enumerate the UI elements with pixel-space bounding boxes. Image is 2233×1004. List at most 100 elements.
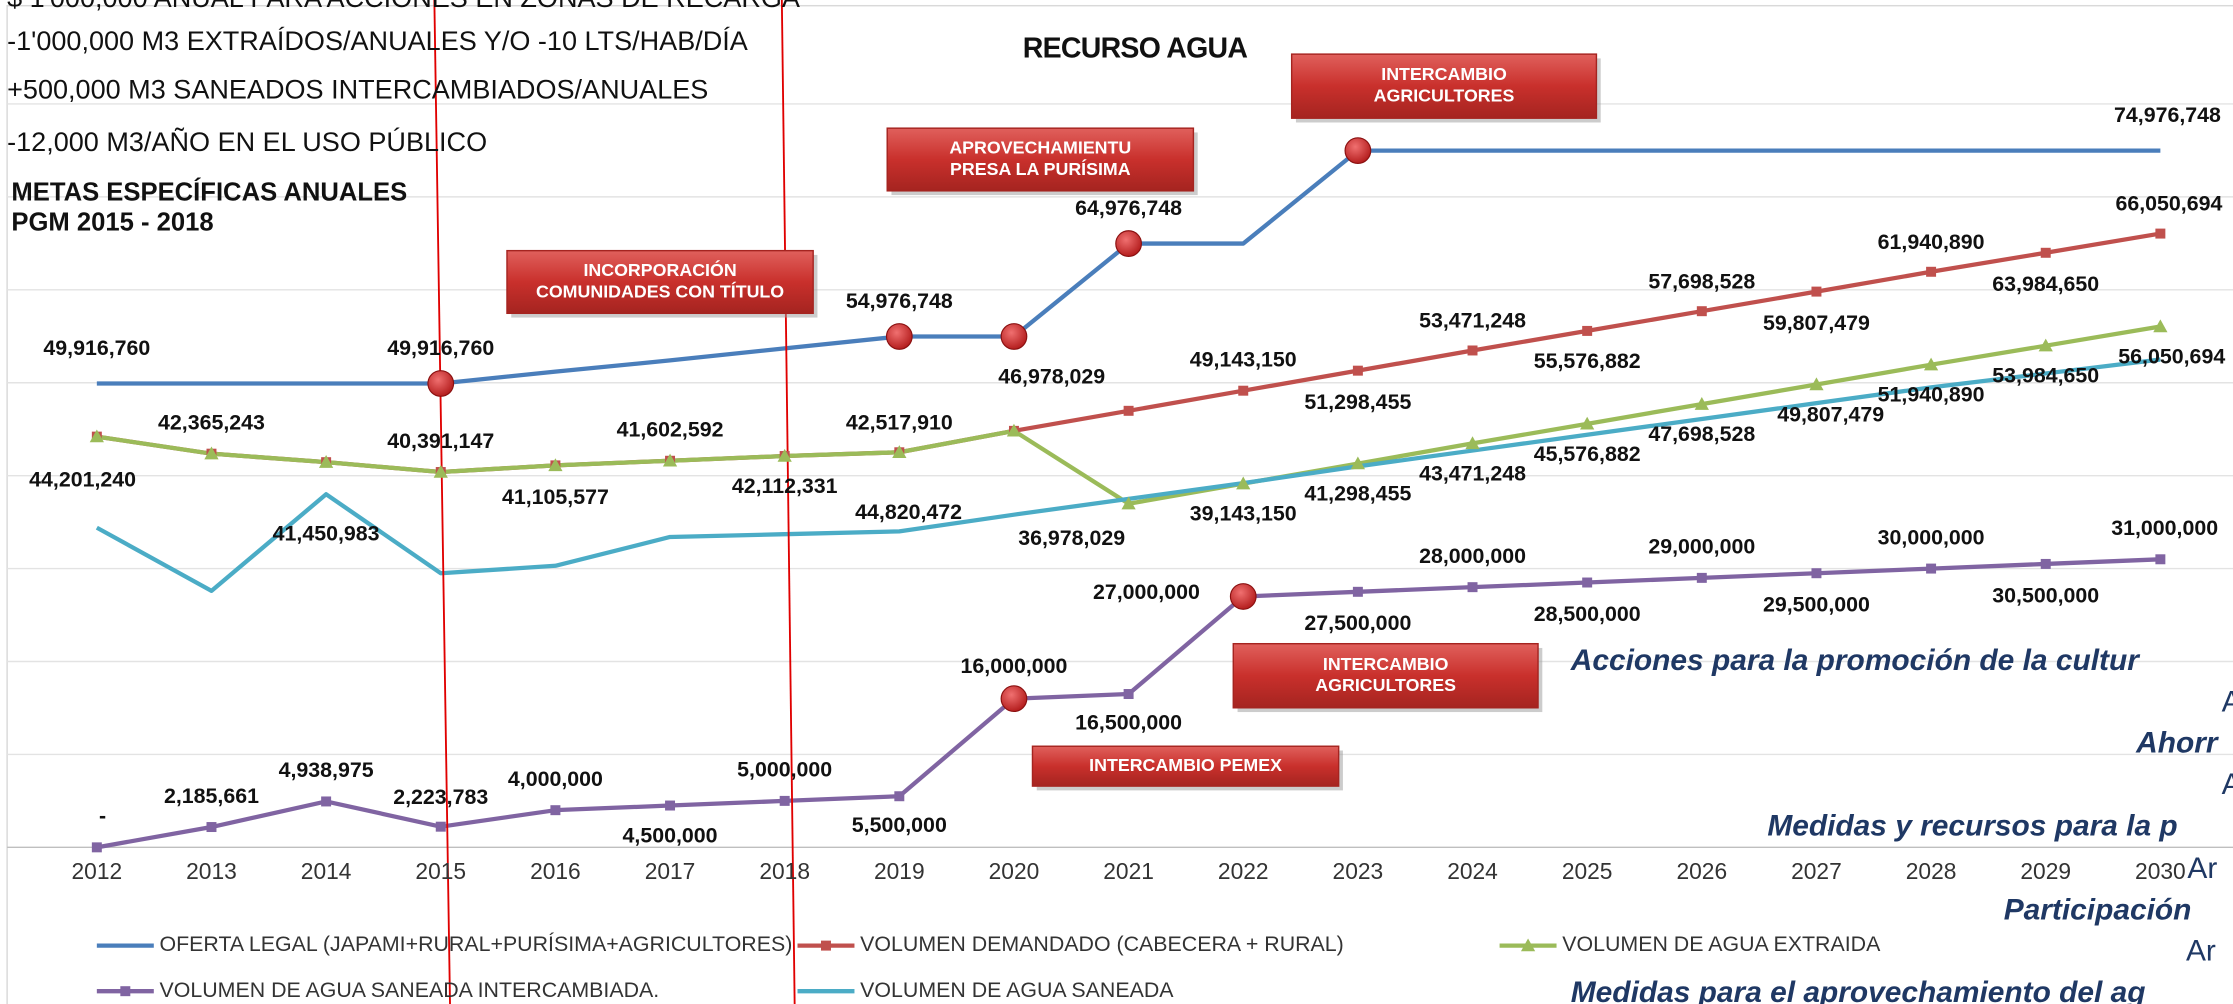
plot-frame	[6, 4, 2233, 1004]
value-label: 64,976,748	[1075, 196, 1182, 220]
value-label: 42,112,331	[732, 474, 838, 498]
marker	[206, 822, 217, 833]
value-label: 49,916,760	[387, 336, 494, 360]
marker	[1696, 306, 1707, 317]
marker	[2155, 228, 2166, 239]
goal-text: -1'000,000 M3 EXTRAÍDOS/ANUALES Y/O -10 …	[7, 26, 748, 56]
x-tick-label: 2021	[1103, 858, 1154, 884]
x-tick-label: 2025	[1562, 858, 1613, 884]
marker	[1811, 286, 1822, 297]
marker	[1582, 325, 1593, 336]
value-label: 4,938,975	[279, 758, 374, 782]
value-label: 49,143,150	[1190, 347, 1297, 371]
value-label: 16,500,000	[1075, 711, 1182, 735]
marker	[2040, 247, 2051, 258]
value-label: 4,000,000	[508, 767, 603, 791]
callout	[506, 249, 814, 315]
side-note: Acciones para la promoción de la cultur	[1570, 644, 2140, 677]
legend-label: VOLUMEN DE AGUA SANEADA INTERCAMBIADA.	[159, 978, 659, 1002]
value-label: 4,500,000	[623, 824, 718, 848]
x-tick-label: 2027	[1791, 858, 1842, 884]
marker	[1350, 456, 1366, 470]
marker	[662, 453, 678, 467]
legend-label: VOLUMEN DE AGUA EXTRAIDA	[1562, 932, 1881, 956]
side-note: A	[2222, 685, 2233, 718]
callout-text: INTERCAMBIO	[1381, 64, 1507, 84]
value-label: 27,000,000	[1093, 580, 1200, 604]
highlight-marker	[1229, 583, 1257, 610]
value-label: 66,050,694	[2115, 192, 2222, 216]
marker	[1580, 416, 1595, 430]
callout-text: AGRICULTORES	[1374, 86, 1515, 106]
x-tick-label: 2020	[989, 858, 1040, 884]
value-label: 59,807,479	[1763, 311, 1870, 335]
legend-marker	[820, 940, 831, 951]
value-label: 16,000,000	[961, 654, 1068, 678]
goal-text: METAS ESPECÍFICAS ANUALES	[11, 177, 407, 206]
marker	[435, 821, 446, 832]
callout-text: PRESA LA PURÍSIMA	[950, 158, 1131, 179]
value-label: 42,517,910	[846, 410, 953, 434]
x-tick-label: 2019	[874, 858, 925, 884]
goal-text: PGM 2015 - 2018	[11, 208, 213, 236]
chart-title: RECURSO AGUA	[1023, 32, 1248, 64]
value-label: 61,940,890	[1878, 230, 1985, 254]
marker	[2038, 338, 2053, 352]
value-label: 41,602,592	[617, 417, 724, 441]
value-label: 41,450,983	[273, 521, 380, 545]
callout-text: INTERCAMBIO PEMEX	[1089, 755, 1282, 775]
value-label: 2,185,661	[164, 784, 259, 808]
marker	[433, 464, 448, 478]
side-note: Medidas para el aprovechamiento del ag	[1571, 976, 2146, 1004]
marker	[777, 448, 792, 462]
value-label: 47,698,528	[1648, 422, 1755, 446]
highlight-marker	[427, 370, 455, 397]
value-label: 39,143,150	[1190, 502, 1297, 526]
goal-text: -12,000 M3/AÑO EN EL USO PÚBLICO	[7, 126, 487, 157]
x-tick-label: 2026	[1676, 858, 1727, 884]
value-label: 54,976,748	[846, 289, 953, 313]
x-tick-label: 2023	[1333, 858, 1384, 884]
marker	[894, 791, 905, 802]
marker	[665, 800, 676, 811]
value-label: 57,698,528	[1648, 269, 1755, 293]
value-label: 29,500,000	[1763, 593, 1870, 617]
x-tick-label: 2014	[301, 858, 352, 884]
value-label: 63,984,650	[1992, 272, 2099, 296]
callout	[1290, 53, 1598, 119]
value-label: 43,471,248	[1419, 461, 1526, 485]
x-tick-label: 2018	[759, 858, 810, 884]
side-note: Ahorr	[2135, 727, 2219, 760]
value-label: 56,050,694	[2118, 344, 2225, 368]
value-label: 49,916,760	[43, 336, 150, 360]
highlight-marker	[1000, 685, 1028, 713]
x-tick-label: 2028	[1906, 858, 1957, 884]
value-label: 36,978,029	[1018, 526, 1125, 550]
value-label: 41,105,577	[502, 485, 609, 509]
value-label: 44,201,240	[29, 467, 136, 491]
callout-text: APROVECHAMIENTU	[949, 138, 1131, 158]
marker	[1123, 405, 1134, 416]
x-tick-label: 2017	[645, 858, 696, 884]
marker	[1467, 345, 1478, 356]
marker	[1006, 423, 1022, 437]
x-tick-label: 2015	[415, 858, 466, 884]
side-note: Ar	[2186, 935, 2216, 968]
value-label: 51,298,455	[1304, 390, 1411, 414]
value-label: 42,365,243	[158, 410, 265, 434]
legend-label: VOLUMEN DEMANDADO (CABECERA + RURAL)	[860, 932, 1344, 956]
marker	[1238, 385, 1249, 396]
callout-text: COMUNIDADES CON TÍTULO	[536, 280, 784, 301]
value-label: 5,000,000	[737, 758, 832, 782]
marker	[548, 458, 563, 472]
marker	[1465, 436, 1480, 450]
side-note: Ar	[2187, 852, 2217, 885]
value-label: 2,223,783	[393, 785, 488, 809]
value-label: 53,984,650	[1992, 364, 2099, 388]
value-label: 29,000,000	[1648, 535, 1755, 559]
x-tick-label: 2024	[1447, 858, 1498, 884]
side-note: A	[2222, 768, 2233, 801]
value-label: 30,500,000	[1992, 583, 2099, 607]
marker	[1926, 563, 1937, 574]
value-label: 49,807,479	[1777, 402, 1884, 426]
